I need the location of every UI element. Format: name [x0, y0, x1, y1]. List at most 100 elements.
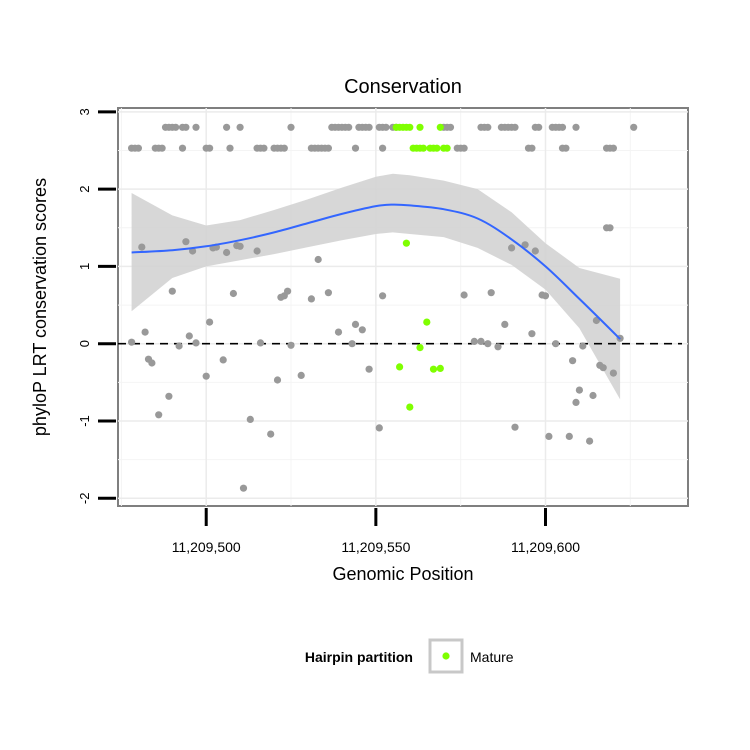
data-point	[572, 398, 580, 406]
data-point	[185, 332, 193, 340]
mature-data-point	[419, 144, 427, 152]
data-point	[148, 359, 156, 367]
data-point	[375, 424, 383, 432]
mature-data-point	[433, 144, 441, 152]
data-point	[348, 340, 356, 348]
mature-data-point	[416, 344, 424, 352]
data-point	[223, 123, 231, 131]
data-point	[579, 342, 587, 350]
data-point	[192, 339, 200, 347]
data-point	[630, 123, 638, 131]
y-tick-label: -1	[77, 415, 92, 427]
data-point	[511, 423, 519, 431]
mature-data-point	[436, 364, 444, 372]
data-point	[531, 247, 539, 255]
chart-title: Conservation	[344, 76, 462, 98]
data-point	[172, 123, 180, 131]
data-point	[229, 289, 237, 298]
data-point	[324, 289, 332, 297]
data-point	[575, 386, 584, 394]
data-point	[284, 287, 292, 295]
data-point	[541, 292, 550, 300]
data-point	[236, 123, 244, 131]
x-axis: 11,209,500 11,209,550 11,209,600	[172, 508, 580, 555]
mature-data-point	[396, 363, 404, 371]
data-point	[470, 337, 478, 345]
data-point	[484, 340, 492, 348]
x-axis-label: Genomic Position	[332, 564, 473, 584]
data-point	[178, 144, 187, 152]
legend: Hairpin partition Mature	[305, 638, 514, 674]
data-point	[528, 330, 536, 338]
data-point	[589, 391, 597, 400]
data-point	[446, 123, 455, 131]
y-tick-label: -2	[77, 493, 92, 505]
data-point	[606, 224, 614, 232]
data-point	[365, 365, 373, 373]
smooth-line	[131, 203, 621, 340]
y-tick-label: 1	[77, 263, 92, 270]
data-point	[501, 320, 509, 328]
data-point	[202, 372, 210, 380]
data-point	[558, 123, 567, 131]
x-tick-label: 11,209,600	[511, 539, 580, 555]
data-point	[138, 243, 146, 251]
data-point	[572, 123, 580, 131]
mature-data-point	[436, 123, 444, 131]
data-point	[297, 371, 305, 379]
data-point	[565, 432, 573, 440]
data-point	[609, 369, 618, 377]
data-point	[168, 287, 176, 295]
data-point	[528, 144, 536, 152]
data-point	[477, 337, 485, 345]
data-point	[334, 328, 343, 336]
data-point	[307, 295, 315, 303]
data-point	[508, 244, 516, 252]
x-tick-label: 11,209,550	[341, 539, 410, 555]
legend-title: Hairpin partition	[305, 649, 413, 665]
data-point	[494, 343, 502, 351]
data-point	[175, 342, 183, 350]
data-point	[358, 326, 366, 334]
data-point	[562, 144, 570, 152]
y-tick-label: 0	[77, 340, 92, 347]
data-point	[287, 123, 295, 131]
mature-data-point	[402, 239, 410, 247]
mature-data-point	[406, 123, 414, 131]
data-point	[365, 123, 373, 131]
data-point	[206, 144, 214, 152]
data-point	[535, 123, 543, 131]
data-point	[273, 376, 282, 384]
data-point	[223, 248, 231, 257]
data-point	[253, 247, 261, 255]
data-point	[182, 238, 190, 246]
data-point	[165, 392, 173, 400]
data-point	[552, 340, 560, 348]
data-point	[511, 123, 519, 131]
data-point	[599, 364, 607, 372]
data-point	[487, 289, 495, 297]
data-point	[280, 144, 288, 152]
data-point	[379, 292, 387, 300]
mature-data-point	[429, 365, 438, 373]
y-axis: -2 -1 0 1 2 3	[77, 108, 116, 504]
data-point	[351, 320, 360, 328]
data-point	[246, 415, 254, 423]
data-point	[239, 484, 248, 492]
data-point	[287, 341, 295, 349]
data-point	[586, 437, 594, 445]
y-tick-label: 3	[77, 108, 92, 115]
x-tick-label: 11,209,500	[172, 539, 241, 555]
data-point	[256, 339, 265, 347]
data-point	[155, 411, 163, 419]
data-point	[609, 144, 618, 152]
y-tick-label: 2	[77, 185, 92, 192]
data-point	[345, 123, 353, 131]
data-point	[521, 241, 529, 249]
data-point	[219, 356, 227, 364]
data-point	[314, 255, 322, 264]
data-point	[192, 123, 200, 131]
legend-key-mature-point	[442, 652, 450, 660]
mature-data-point	[443, 144, 451, 152]
